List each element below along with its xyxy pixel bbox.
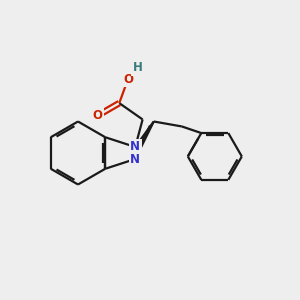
Text: O: O (123, 73, 133, 85)
Text: N: N (130, 140, 140, 154)
Text: H: H (133, 61, 142, 74)
Text: O: O (92, 110, 102, 122)
Text: N: N (130, 152, 140, 166)
